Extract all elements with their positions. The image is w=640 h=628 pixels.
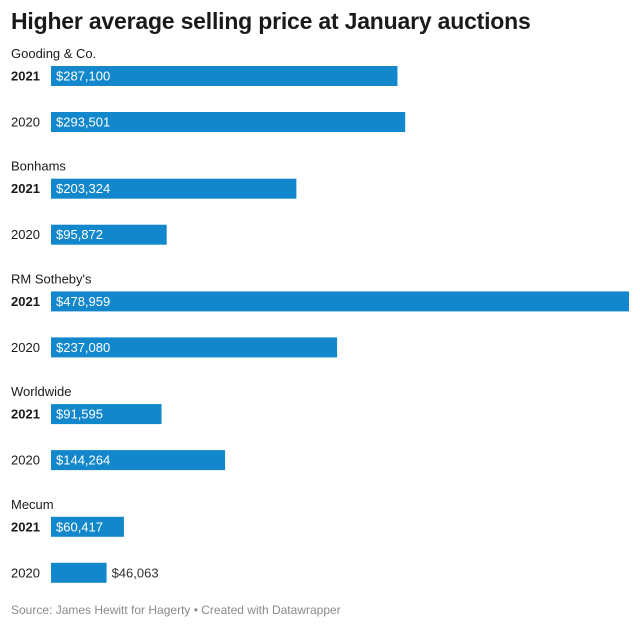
bar-gooding-and-co-2021 [51,66,398,86]
value-label-mecum-2020: $46,063 [112,565,159,580]
value-label-bonhams-2020: $95,872 [56,227,103,242]
bar-gooding-and-co-2020 [51,112,406,132]
bar-worldwide-2021 [51,404,162,425]
bar-rm-sotheby-s-2021 [51,291,629,312]
chart-title: Higher average selling price at January … [11,8,531,34]
group-label-bonhams: Bonhams [11,159,66,174]
value-label-worldwide-2021: $91,595 [56,407,103,422]
year-label-mecum-2021: 2021 [11,519,40,534]
year-label-bonhams-2020: 2020 [11,227,40,242]
value-label-gooding-and-co-2021: $287,100 [56,69,110,84]
year-label-mecum-2020: 2020 [11,565,40,580]
value-label-rm-sotheby-s-2020: $237,080 [56,340,110,355]
year-label-rm-sotheby-s-2020: 2020 [11,340,40,355]
value-label-bonhams-2021: $203,324 [56,181,110,196]
bar-mecum-2020 [51,562,107,583]
group-label-worldwide: Worldwide [11,384,71,399]
bar-bonhams-2021 [51,178,297,199]
year-label-worldwide-2021: 2021 [11,407,40,422]
bar-chart: Gooding & Co. 2021 $287,100 2020 $293,501 Bon… [11,46,629,583]
value-label-gooding-and-co-2020: $293,501 [56,115,110,130]
year-label-worldwide-2020: 2020 [11,453,40,468]
group-label-rm-sotheby-s: RM Sotheby's [11,271,92,286]
value-label-mecum-2021: $60,417 [56,519,103,534]
year-label-bonhams-2021: 2021 [11,181,40,196]
value-label-rm-sotheby-s-2021: $478,959 [56,294,110,309]
bar-mecum-2021 [51,516,124,537]
value-label-worldwide-2020: $144,264 [56,453,110,468]
year-label-gooding-and-co-2021: 2021 [11,69,40,84]
source-note: Source: James Hewitt for Hagerty • Creat… [11,603,341,617]
year-label-gooding-and-co-2020: 2020 [11,115,40,130]
bar-bonhams-2020 [51,224,167,245]
year-label-rm-sotheby-s-2021: 2021 [11,294,40,309]
group-label-gooding-and-co: Gooding & Co. [11,46,96,61]
bar-worldwide-2020 [51,450,226,471]
group-label-mecum: Mecum [11,497,54,512]
bar-rm-sotheby-s-2020 [51,337,338,358]
